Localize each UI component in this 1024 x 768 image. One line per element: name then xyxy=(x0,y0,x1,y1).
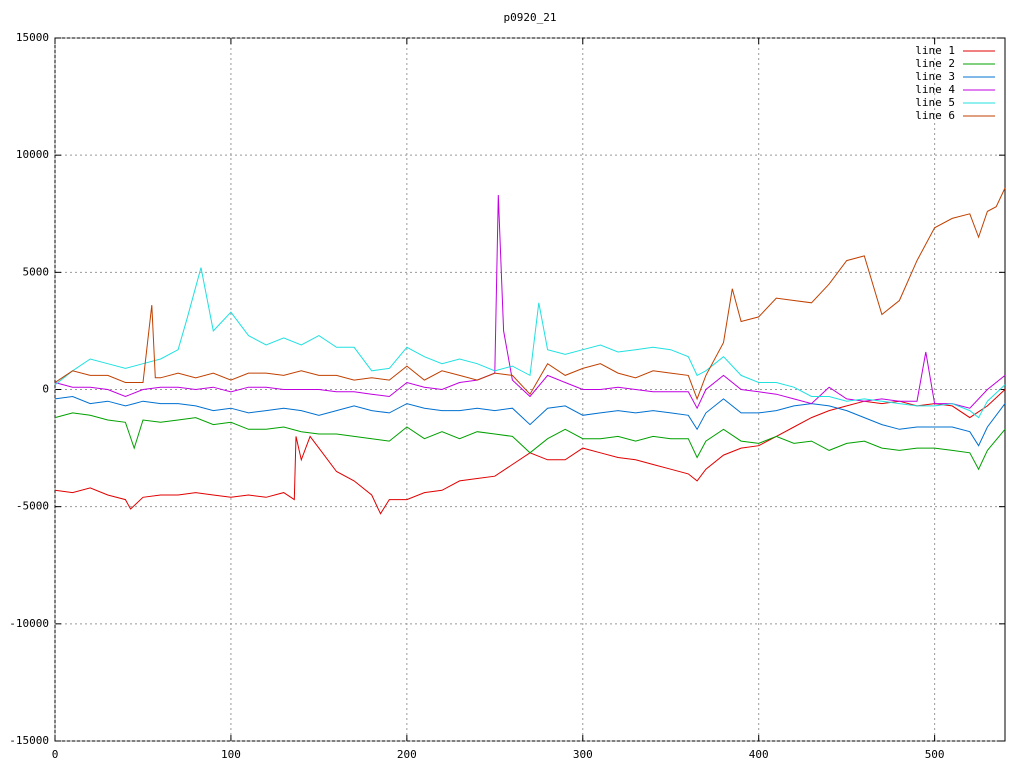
data-line xyxy=(54,187,1006,401)
y-tick-label: -10000 xyxy=(9,617,49,630)
data-line xyxy=(54,412,1006,471)
y-tick-label: -15000 xyxy=(9,734,49,747)
y-tick-label: -5000 xyxy=(16,500,49,513)
legend-label: line 3 xyxy=(915,70,955,83)
data-line xyxy=(54,194,1006,410)
legend-label: line 2 xyxy=(915,57,955,70)
legend-label: line 1 xyxy=(915,44,955,57)
legend-label: line 5 xyxy=(915,96,955,109)
x-tick-label: 100 xyxy=(221,748,241,761)
data-line xyxy=(54,389,1006,515)
data-line xyxy=(54,267,1006,419)
x-tick-label: 500 xyxy=(925,748,945,761)
chart-title: p0920_21 xyxy=(504,11,557,24)
x-tick-label: 300 xyxy=(573,748,593,761)
y-tick-label: 0 xyxy=(42,383,49,396)
x-tick-label: 400 xyxy=(749,748,769,761)
legend-label: line 4 xyxy=(915,83,955,96)
y-tick-label: 15000 xyxy=(16,31,49,44)
legend-label: line 6 xyxy=(915,109,955,122)
x-tick-label: 200 xyxy=(397,748,417,761)
x-tick-label: 0 xyxy=(52,748,59,761)
y-tick-label: 5000 xyxy=(23,265,50,278)
y-tick-label: 10000 xyxy=(16,148,49,161)
data-line xyxy=(54,395,1006,447)
